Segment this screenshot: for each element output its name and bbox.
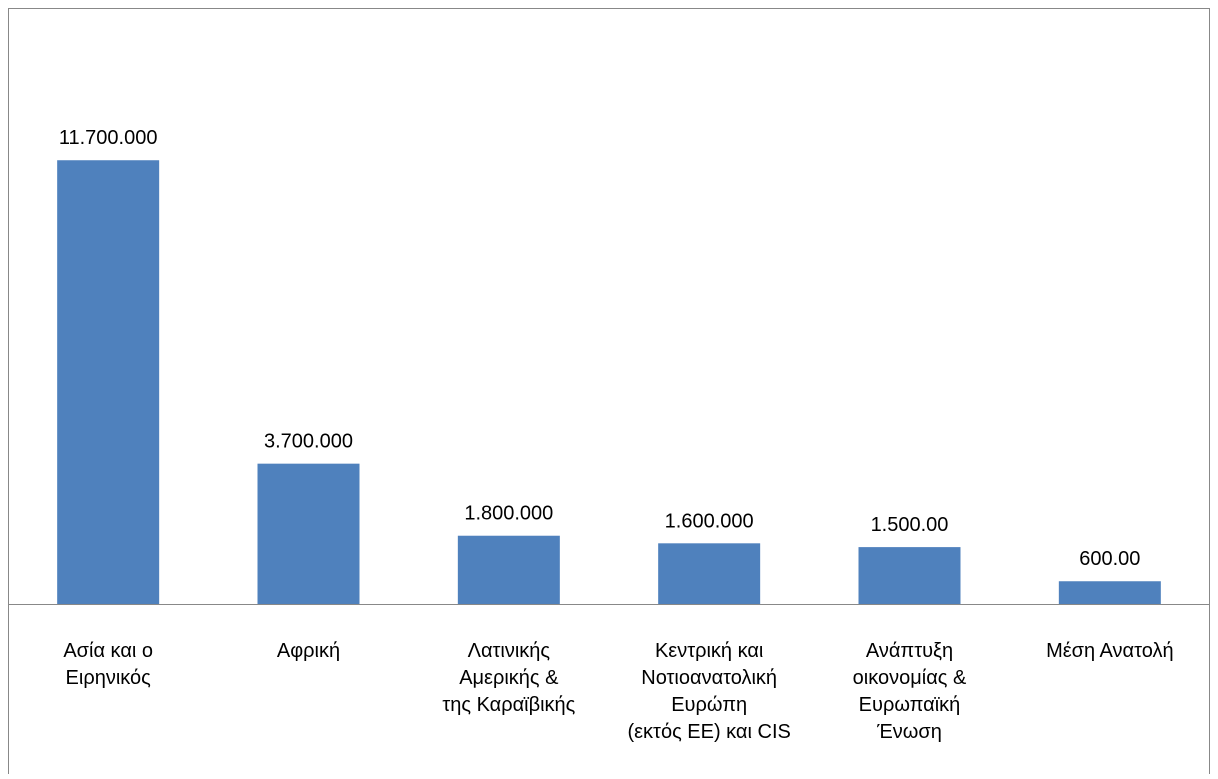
data-label: 1.600.000 (665, 510, 754, 532)
bar (658, 543, 761, 604)
bar (457, 535, 560, 604)
data-label: 1.800.000 (464, 503, 553, 525)
x-tick-label: Ανάπτυξη οικονομίας & Ευρωπαϊκή Ένωση (853, 640, 967, 743)
x-tick-label: Αφρική (277, 640, 340, 662)
data-label: 11.700.000 (59, 127, 158, 149)
x-tick-label: Λατινικής Αμερικής & της Καραϊβικής (442, 640, 575, 716)
x-tick-label: Κεντρική και Νοτιοανατολική Ευρώπη (εκτός Ε… (627, 640, 790, 743)
data-label: 1.500.00 (871, 514, 949, 536)
bar (858, 547, 961, 604)
bar (57, 160, 160, 604)
x-tick-label: Μέση Ανατολή (1046, 640, 1174, 662)
chart-frame (8, 8, 1210, 779)
x-tick-label: Ασία και ο Ειρηνικός (63, 640, 153, 689)
data-label: 600.00 (1079, 548, 1140, 570)
data-label: 3.700.000 (264, 431, 353, 453)
bar (1058, 581, 1161, 604)
bar (257, 463, 360, 604)
